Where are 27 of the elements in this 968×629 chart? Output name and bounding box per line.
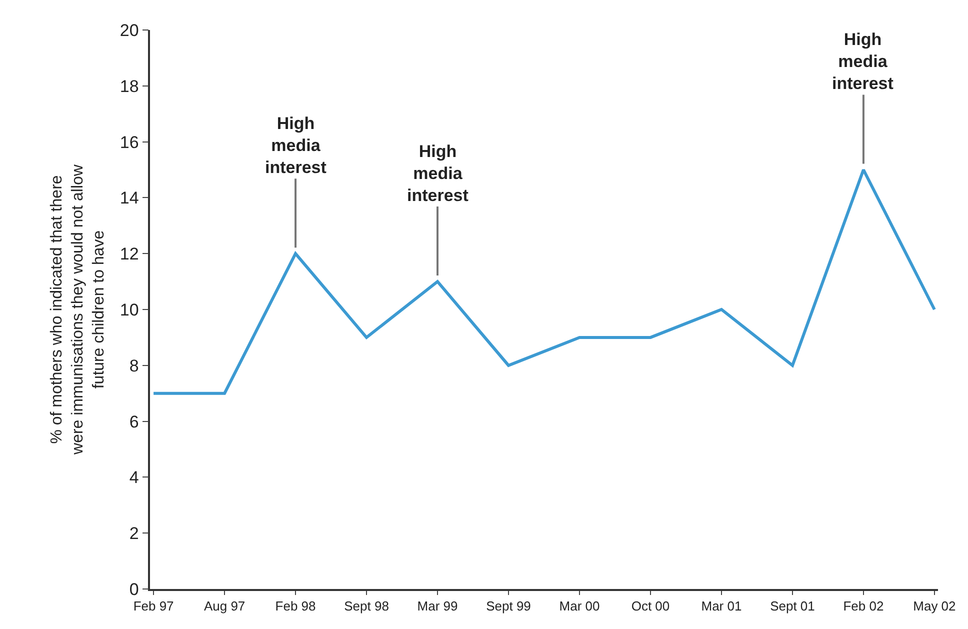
x-tick-label: Mar 00: [559, 598, 600, 614]
x-tick-label: Sept 01: [770, 598, 815, 614]
annotation: High media interest: [407, 142, 469, 206]
y-tick-label: 2: [129, 524, 139, 544]
x-tick-label: Feb 97: [133, 598, 174, 614]
x-tick-label: Feb 98: [275, 598, 316, 614]
x-tick-label: Oct 00: [631, 598, 670, 614]
x-tick-label: May 02: [913, 598, 956, 614]
y-tick-label: 4: [129, 468, 139, 488]
y-tick-label: 18: [120, 76, 139, 96]
x-tick-label: Sept 99: [486, 598, 531, 614]
y-axis-title: % of mothers who indicated that there were immunisations they would not allow future children to have: [48, 164, 108, 456]
annotation: High media interest: [832, 30, 894, 94]
x-tick-label: Mar 99: [417, 598, 458, 614]
annotation: High media interest: [265, 114, 327, 178]
y-tick-label: 10: [120, 300, 139, 320]
y-tick-label: 6: [129, 412, 139, 432]
y-tick-label: 12: [120, 244, 139, 264]
y-tick-label: 14: [120, 188, 139, 208]
y-tick-label: 8: [129, 356, 139, 376]
x-tick-label: Mar 01: [701, 598, 742, 614]
y-tick-label: 20: [120, 20, 139, 40]
x-tick-label: Sept 98: [344, 598, 389, 614]
x-tick-label: Feb 02: [843, 598, 884, 614]
x-tick-label: Aug 97: [204, 598, 246, 614]
y-tick-label: 16: [120, 132, 139, 152]
y-tick-label: 0: [129, 580, 139, 599]
